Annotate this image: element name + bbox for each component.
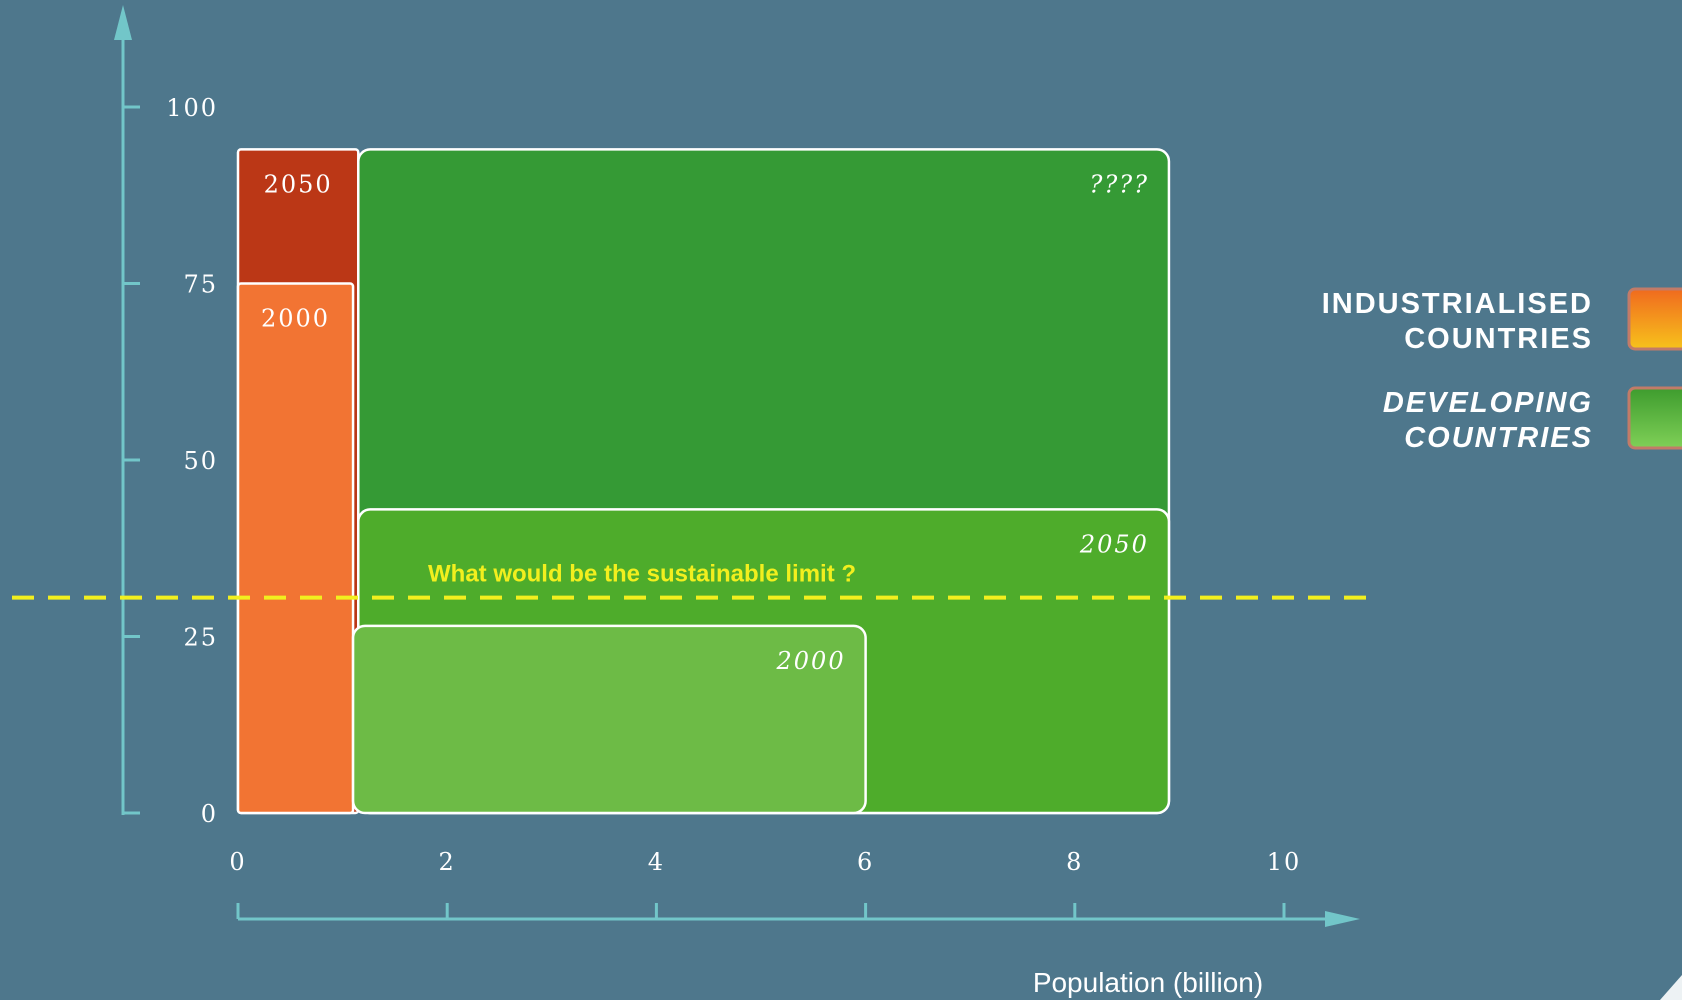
legend-swatch (1627, 287, 1682, 351)
bar-label: 2050 (264, 170, 333, 198)
x-ticks: 0 2 4 6 8 10 (229, 848, 1302, 919)
bar-label: 2000 (261, 305, 330, 333)
legend-label: DEVELOPING (1383, 387, 1593, 419)
legend-label: COUNTRIES (1404, 422, 1593, 454)
legend-label: COUNTRIES (1404, 323, 1593, 355)
x-axis-label: Population (billion) (1033, 967, 1263, 998)
y-tick-label: 75 (183, 271, 218, 299)
bar-label: 2000 (776, 647, 846, 675)
bar-label: ???? (1089, 170, 1148, 198)
x-tick-label: 8 (1066, 848, 1083, 876)
bar-industrialised-2000 (236, 282, 355, 815)
y-tick-label: 50 (183, 447, 218, 475)
x-tick-label: 6 (857, 848, 874, 876)
y-tick-label: 25 (183, 624, 218, 652)
legend: INDUSTRIALISEDCOUNTRIESDEVELOPINGCOUNTRI… (1322, 287, 1682, 454)
x-axis (238, 911, 1360, 927)
y-axis (114, 5, 132, 815)
bar-label: 2050 (1079, 530, 1149, 558)
x-axis-arrow-icon (1325, 911, 1360, 927)
y-ticks: 0 25 50 75 100 (123, 94, 218, 828)
legend-label: INDUSTRIALISED (1322, 288, 1593, 320)
x-tick-label: 10 (1267, 848, 1302, 876)
bar-developing-2000 (351, 624, 867, 815)
legend-swatch (1627, 386, 1682, 450)
x-tick-label: 4 (648, 848, 665, 876)
bars: 2050 2000???? 2050 2000 (236, 148, 1171, 815)
y-tick-label: 0 (201, 800, 218, 828)
sustainable-limit: What would be the sustainable limit ? (12, 561, 1378, 600)
y-tick-label: 100 (166, 94, 218, 122)
corner-decoration (1660, 975, 1682, 1000)
sustainable-limit-label: What would be the sustainable limit ? (428, 561, 856, 588)
y-axis-arrow-icon (114, 5, 132, 40)
x-tick-label: 0 (229, 848, 246, 876)
x-tick-label: 2 (439, 848, 456, 876)
